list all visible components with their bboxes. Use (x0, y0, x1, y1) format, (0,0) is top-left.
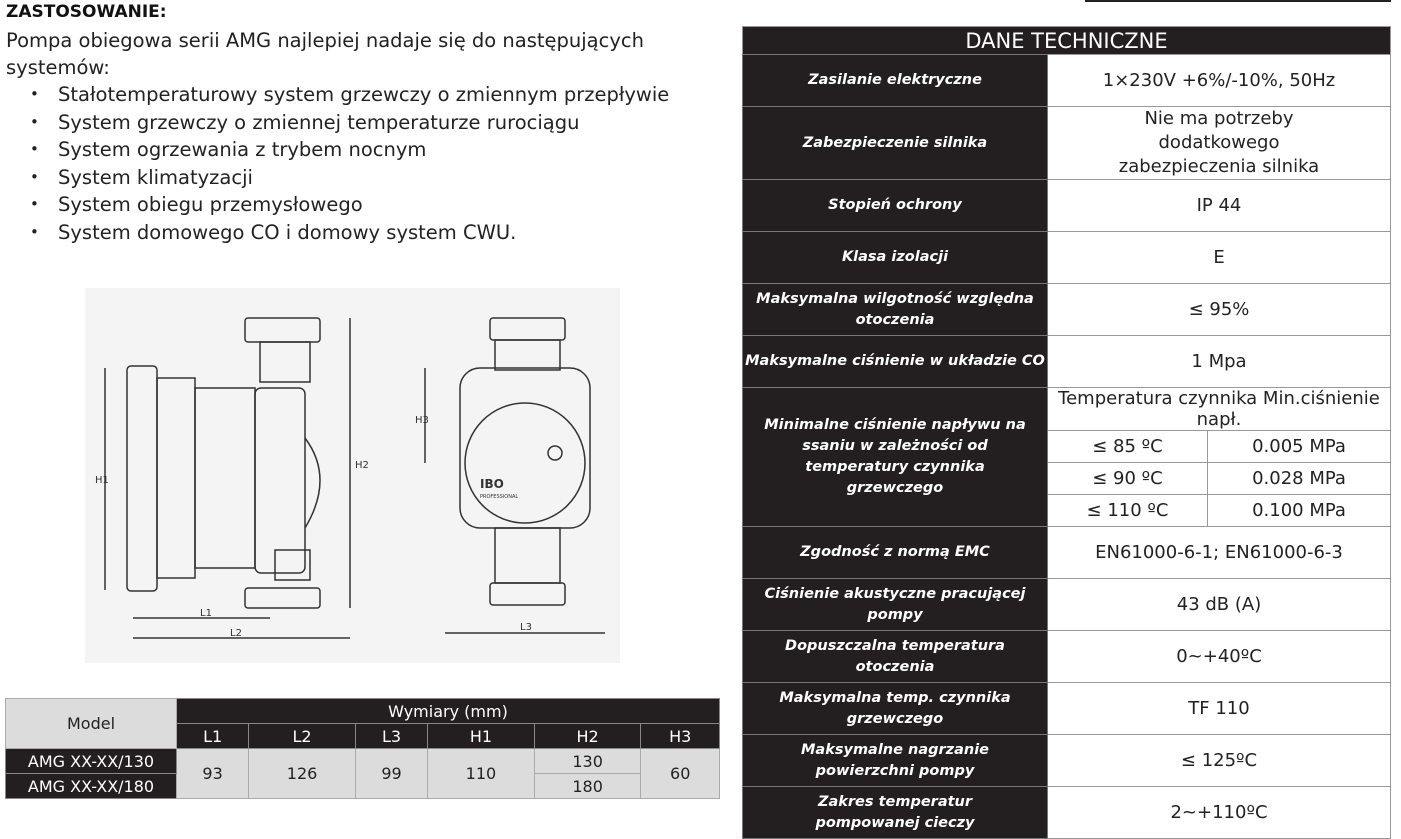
row-value: IP 44 (1047, 179, 1391, 232)
list-item: Stałotemperaturowy system grzewczy o zmi… (30, 81, 669, 109)
intro-text: Pompa obiegowa serii AMG najlepiej nadaj… (6, 29, 644, 79)
pressure-value: 0.028 MPa (1206, 462, 1392, 495)
col-header: H1 (427, 723, 535, 749)
col-header: L2 (248, 723, 356, 749)
technical-data-header: DANE TECHNICZNE (742, 26, 1391, 55)
col-header: L3 (354, 723, 429, 749)
h1-label: H1 (95, 475, 109, 486)
col-header: H3 (640, 723, 720, 749)
h3-label: H3 (415, 415, 429, 426)
top-rule (1085, 0, 1391, 2)
pump-dimension-drawing: H1 H2 L1 L2 H3 L3 IBO PROFESSIONAL (85, 288, 620, 663)
row-label: Maksymalne ciśnienie w układzie CO (742, 335, 1048, 388)
row-label: Ciśnienie akustyczne pracującej pompy (742, 578, 1048, 631)
model-name: AMG XX-XX/180 (5, 773, 177, 799)
row-value: TF 110 (1047, 682, 1391, 735)
list-item: System ogrzewania z trybem nocnym (30, 136, 669, 164)
h1-value: 110 (427, 748, 535, 799)
row-value: 43 dB (A) (1047, 578, 1391, 631)
row-value: 0~+40ºC (1047, 630, 1391, 683)
row-value: ≤ 125ºC (1047, 734, 1391, 787)
list-item: System domowego CO i domowy system CWU. (30, 219, 669, 247)
row-value: EN61000-6-1; EN61000-6-3 (1047, 526, 1391, 579)
row-label: Stopień ochrony (742, 179, 1048, 232)
model-header: Model (5, 698, 177, 749)
row-label: Zasilanie elektryczne (742, 54, 1048, 107)
col-header: H2 (533, 723, 642, 749)
pressure-value: 0.100 MPa (1206, 494, 1392, 527)
row-label: Maksymalne nagrzanie powierzchni pompy (742, 734, 1048, 787)
l3-label: L3 (520, 622, 532, 633)
l1-label: L1 (200, 608, 212, 619)
h2-value: 130 (533, 748, 642, 774)
ibo-logo-sub: PROFESSIONAL (480, 494, 518, 500)
row-label: Dopuszczalna temperatura otoczenia (742, 630, 1048, 683)
l2-label: L2 (230, 628, 242, 639)
technical-data-table: DANE TECHNICZNE Zasilanie elektryczne 1×2… (742, 26, 1392, 839)
row-value: 2~+110ºC (1047, 786, 1391, 839)
row-label: Maksymalna wilgotność względna otoczenia (742, 283, 1048, 336)
dimensions-header: Wymiary (mm) (176, 698, 720, 724)
row-value: E (1047, 231, 1391, 284)
row-value: Nie ma potrzeby dodatkowego zabezpieczen… (1047, 106, 1391, 180)
col-header: L1 (175, 723, 250, 749)
section-title: ZASTOSOWANIE: (6, 2, 167, 22)
row-label: Zakres temperatur pompowanej cieczy (742, 786, 1048, 839)
ibo-logo: IBO (480, 477, 504, 491)
list-item: System grzewczy o zmiennej temperaturze … (30, 109, 669, 137)
dimensions-table: Model Wymiary (mm) L1 L2 L3 H1 H2 H3 AMG XX-XX… (5, 698, 720, 799)
l1-value: 93 (175, 748, 250, 799)
row-label: Minimalne ciśnienie napływu na ssaniu w … (742, 387, 1048, 527)
row-value: 1×230V +6%/-10%, 50Hz (1047, 54, 1391, 107)
row-value: 1 Mpa (1047, 335, 1391, 388)
model-name: AMG XX-XX/130 (5, 748, 177, 774)
h3-value: 60 (640, 748, 720, 799)
subheader: Temperatura czynnika Min.ciśnienie napł. (1047, 387, 1391, 431)
temp-value: ≤ 85 ºC (1047, 430, 1208, 463)
l2-value: 126 (248, 748, 356, 799)
row-label: Zabezpieczenie silnika (742, 106, 1048, 180)
temp-value: ≤ 90 ºC (1047, 462, 1208, 495)
row-label: Klasa izolacji (742, 231, 1048, 284)
list-item: System klimatyzacji (30, 164, 669, 192)
pressure-value: 0.005 MPa (1206, 430, 1392, 463)
application-list: Stałotemperaturowy system grzewczy o zmi… (30, 81, 669, 246)
l3-value: 99 (354, 748, 429, 799)
h2-value: 180 (533, 773, 642, 799)
temp-value: ≤ 110 ºC (1047, 494, 1208, 527)
row-label: Zgodność z normą EMC (742, 526, 1048, 579)
row-label: Maksymalna temp. czynnika grzewczego (742, 682, 1048, 735)
row-value: ≤ 95% (1047, 283, 1391, 336)
h2-label: H2 (355, 460, 369, 471)
list-item: System obiegu przemysłowego (30, 191, 669, 219)
